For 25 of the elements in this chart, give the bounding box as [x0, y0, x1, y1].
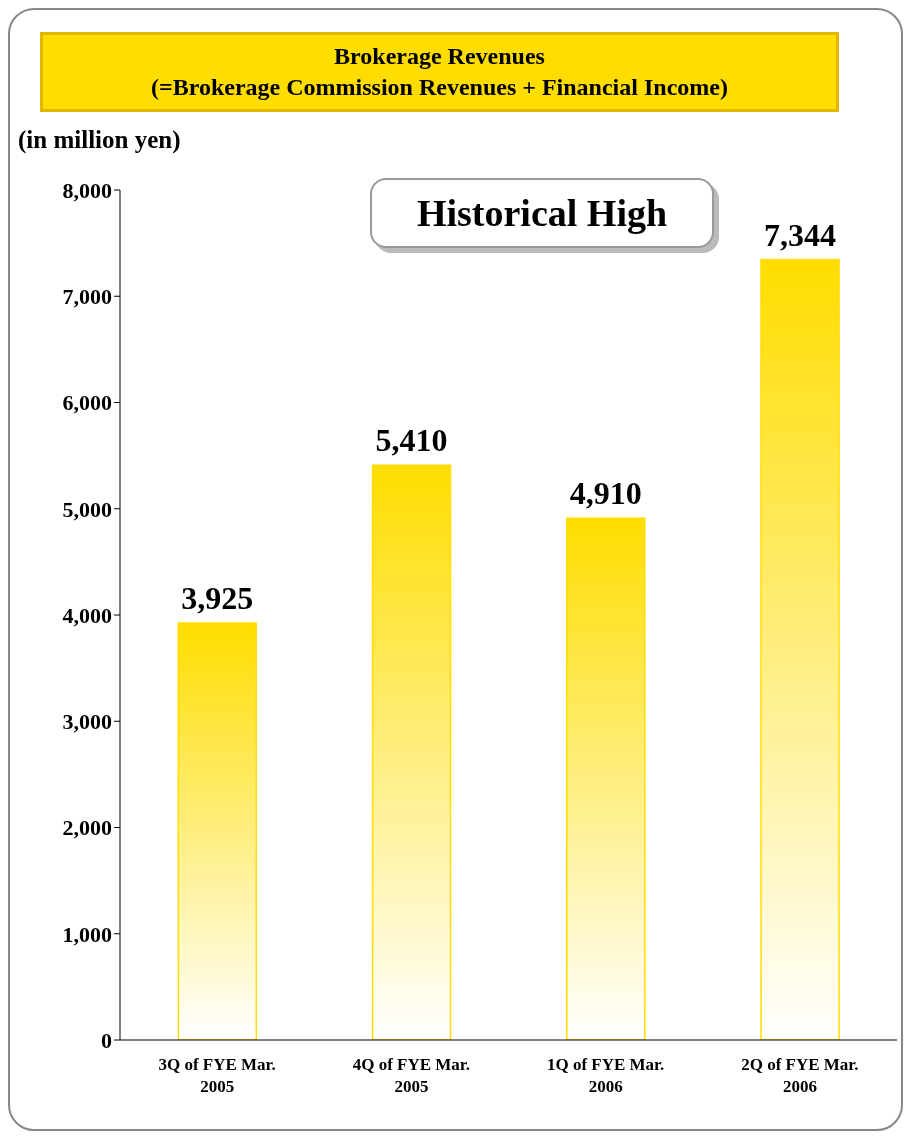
y-tick-label: 8,000 — [62, 177, 112, 203]
bar — [177, 622, 258, 1040]
x-tick-label: 3Q of FYE Mar. 2005 — [158, 1055, 276, 1096]
y-tick-label: 6,000 — [62, 390, 112, 416]
annotation: Historical High — [370, 178, 714, 248]
chart-title: Brokerage Revenues — [333, 42, 546, 71]
x-tick-label: 4Q of FYE Mar. 2005 — [352, 1055, 471, 1096]
bar — [760, 258, 840, 1040]
x-tick-label: 1Q of FYE Mar. 2006 — [546, 1055, 665, 1096]
bar — [371, 464, 452, 1040]
y-tick-label: 3,000 — [62, 709, 112, 735]
x-tick-label: 2Q of FYE Mar. 2006 — [741, 1055, 859, 1096]
y-tick-label: 5,000 — [62, 496, 112, 522]
data-label: 5,410 — [375, 422, 448, 459]
data-label: 3,925 — [181, 579, 254, 616]
y-tick-label: 7,000 — [62, 284, 112, 310]
y-axis-title: (in million yen) — [18, 126, 181, 154]
data-label: 4,910 — [569, 475, 642, 512]
y-tick-label: 2,000 — [62, 815, 112, 841]
chart-subtitle: (=Brokerage Commission Revenues + Financial Income) — [150, 73, 729, 103]
data-label: 7,344 — [764, 216, 837, 253]
y-tick-label: 1,000 — [62, 921, 112, 947]
y-tick-label: 0 — [101, 1027, 112, 1053]
bar — [566, 517, 646, 1040]
y-tick-label: 4,000 — [62, 602, 112, 628]
